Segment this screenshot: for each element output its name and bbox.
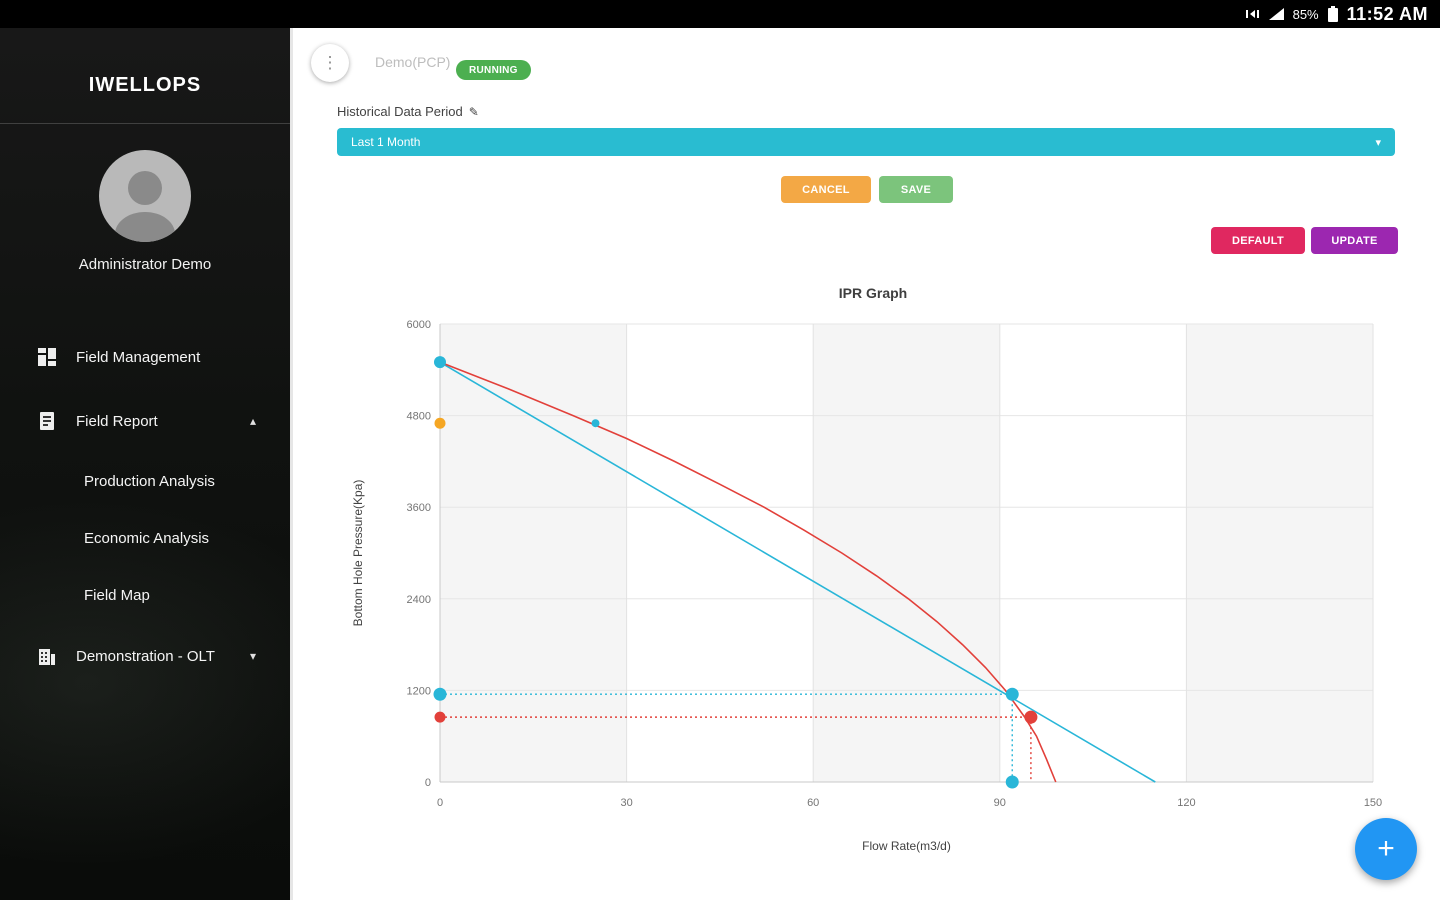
sidebar-item-label: Field Map bbox=[84, 587, 150, 604]
mobile-data-icon bbox=[1245, 8, 1260, 20]
chart-marker bbox=[1024, 710, 1038, 724]
status-badge: RUNNING bbox=[456, 60, 531, 80]
chart-marker bbox=[434, 417, 446, 429]
person-silhouette-icon bbox=[115, 171, 175, 242]
y-tick-label: 3600 bbox=[407, 502, 431, 514]
chevron-down-icon: ▾ bbox=[249, 649, 256, 663]
signal-strength-icon bbox=[1268, 8, 1284, 20]
chart-marker bbox=[1005, 687, 1019, 701]
report-icon bbox=[36, 412, 58, 430]
x-tick-label: 90 bbox=[994, 797, 1006, 809]
y-tick-label: 4800 bbox=[407, 411, 431, 423]
clock-time: 11:52 AM bbox=[1346, 3, 1428, 24]
x-tick-label: 150 bbox=[1364, 797, 1382, 809]
sidebar-item-label: Field Report bbox=[76, 412, 158, 430]
default-button[interactable]: DEFAULT bbox=[1211, 227, 1305, 254]
cancel-button[interactable]: CANCEL bbox=[781, 176, 871, 203]
sidebar-nav: Field Management Field Report ▴ Producti… bbox=[0, 325, 290, 688]
chart-marker bbox=[433, 687, 447, 701]
sidebar-item-demonstration-olt[interactable]: Demonstration - OLT ▾ bbox=[0, 624, 290, 688]
y-tick-label: 6000 bbox=[407, 319, 431, 331]
chart-band bbox=[813, 324, 1000, 782]
period-dropdown-value: Last 1 Month bbox=[351, 135, 421, 149]
historical-label-text: Historical Data Period bbox=[337, 104, 463, 119]
chart-marker bbox=[1005, 775, 1019, 789]
avatar bbox=[99, 150, 191, 242]
sidebar-item-field-management[interactable]: Field Management bbox=[0, 325, 290, 389]
sidebar-item-field-report[interactable]: Field Report ▴ bbox=[0, 389, 290, 453]
vertical-dots-icon: ⋮ bbox=[321, 53, 339, 72]
chart-title: IPR Graph bbox=[838, 285, 908, 301]
chart-marker bbox=[591, 419, 600, 428]
edit-pencil-icon[interactable]: ✎ bbox=[468, 105, 479, 119]
x-axis-label: Flow Rate(m3/d) bbox=[862, 839, 951, 853]
update-button[interactable]: UPDATE bbox=[1311, 227, 1398, 254]
well-name: Demo(PCP) bbox=[375, 54, 451, 70]
building-icon bbox=[36, 647, 58, 665]
sidebar-item-label: Demonstration - OLT bbox=[76, 647, 215, 665]
ipr-chart: IPR Graph 0 1200 2400 3600 4800 6000 0 30 60 90 12… bbox=[343, 278, 1403, 862]
sidebar-item-label: Field Management bbox=[76, 348, 201, 366]
chart-marker bbox=[434, 711, 446, 723]
x-tick-label: 120 bbox=[1177, 797, 1195, 809]
app-title: IWELLOPS bbox=[88, 74, 202, 96]
dropdown-caret-icon: ▾ bbox=[1375, 136, 1381, 149]
chart-band bbox=[440, 324, 627, 782]
chart-marker bbox=[434, 356, 446, 369]
battery-percent: 85% bbox=[1292, 6, 1319, 22]
sidebar-item-label: Production Analysis bbox=[84, 473, 215, 490]
status-bar: 85% 11:52 AM bbox=[0, 0, 1440, 28]
y-tick-label: 1200 bbox=[407, 685, 431, 697]
historical-data-period-label: Historical Data Period ✎ bbox=[337, 104, 479, 119]
plus-icon: + bbox=[1377, 832, 1395, 865]
user-name: Administrator Demo bbox=[78, 256, 212, 273]
x-tick-label: 60 bbox=[807, 797, 819, 809]
series-linear-ipr bbox=[439, 361, 1156, 783]
sidebar-item-field-map[interactable]: Field Map bbox=[0, 567, 290, 624]
x-tick-label: 0 bbox=[437, 797, 443, 809]
save-button[interactable]: SAVE bbox=[879, 176, 953, 203]
battery-icon bbox=[1327, 6, 1338, 22]
sidebar-item-label: Economic Analysis bbox=[84, 530, 210, 547]
sidebar-item-production-analysis[interactable]: Production Analysis bbox=[0, 453, 290, 510]
sidebar-divider bbox=[0, 123, 290, 124]
ipr-chart-canvas: 0 1200 2400 3600 4800 6000 0 30 60 90 120 150 Flow R… bbox=[351, 319, 1382, 853]
add-fab-button[interactable]: + bbox=[1355, 818, 1417, 880]
chart-band bbox=[1186, 324, 1373, 782]
app-shell: IWELLOPS Administrator Demo Field Manage… bbox=[0, 28, 1440, 900]
period-dropdown[interactable]: Last 1 Month ▾ bbox=[337, 128, 1395, 156]
sidebar: IWELLOPS Administrator Demo Field Manage… bbox=[0, 28, 293, 900]
main-content: ⋮ Demo(PCP) RUNNING Historical Data Peri… bbox=[293, 28, 1440, 900]
chevron-up-icon: ▴ bbox=[249, 414, 256, 428]
grid-icon bbox=[36, 348, 58, 366]
more-options-button[interactable]: ⋮ bbox=[311, 44, 349, 82]
x-tick-label: 30 bbox=[620, 797, 632, 809]
y-tick-label: 0 bbox=[425, 777, 431, 789]
sidebar-item-economic-analysis[interactable]: Economic Analysis bbox=[0, 510, 290, 567]
y-tick-label: 2400 bbox=[407, 594, 431, 606]
y-axis-label: Bottom Hole Pressure(Kpa) bbox=[351, 480, 365, 627]
